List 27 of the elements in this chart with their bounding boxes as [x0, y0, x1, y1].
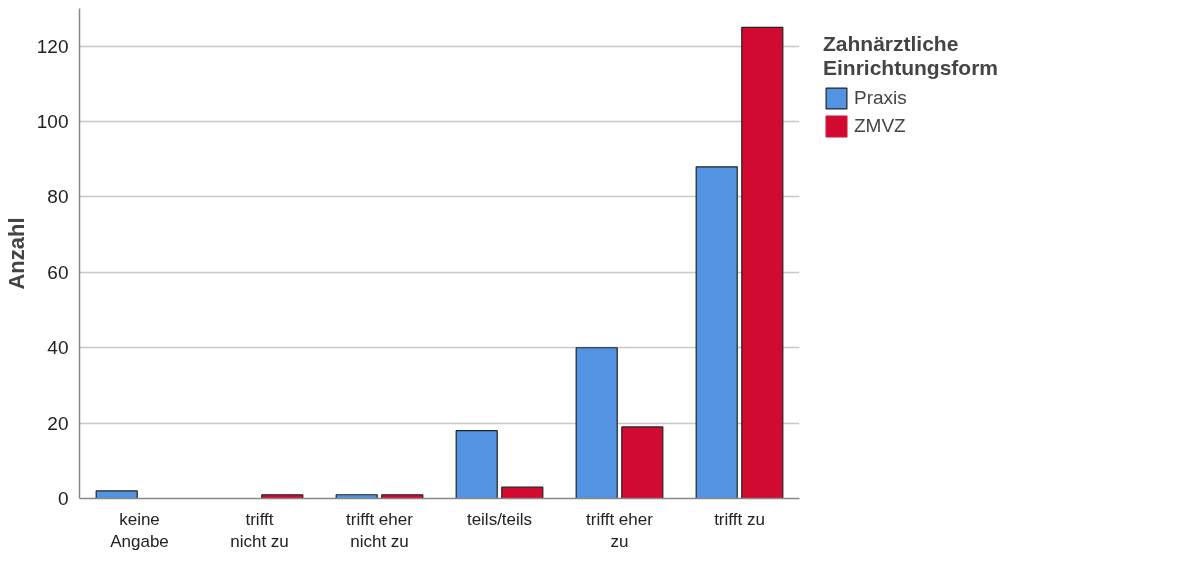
- y-tick-label: 20: [47, 412, 69, 434]
- bar: [501, 486, 544, 499]
- bar: [741, 26, 784, 499]
- bar: [95, 490, 138, 499]
- bar: [621, 426, 664, 499]
- y-tick-label: 120: [36, 35, 69, 57]
- bar: [335, 494, 378, 499]
- y-axis-title: Anzahl: [3, 217, 29, 290]
- legend-title: Zahnärztliche Einrichtungsform: [823, 32, 999, 80]
- y-tick-label: 0: [57, 488, 69, 509]
- y-tick-label: 100: [36, 111, 69, 133]
- legend-label: Praxis: [854, 87, 907, 109]
- x-tick-label: trifft nicht zu: [230, 509, 289, 552]
- bar: [695, 166, 738, 499]
- x-tick-label: trifft eher nicht zu: [346, 509, 414, 552]
- x-tick-label: keine Angabe: [110, 509, 169, 552]
- bar: [261, 494, 304, 499]
- x-tick-label: teils/teils: [466, 509, 533, 529]
- x-tick-label: trifft zu: [714, 509, 765, 529]
- y-tick-label: 40: [47, 337, 69, 359]
- legend-label: ZMVZ: [854, 115, 906, 137]
- bar: [381, 494, 424, 499]
- bar: [455, 430, 498, 499]
- y-tick-label: 60: [47, 261, 69, 283]
- y-tick-label: 80: [47, 186, 69, 208]
- bar: [575, 347, 618, 499]
- x-tick-label: trifft eher zu: [586, 509, 654, 552]
